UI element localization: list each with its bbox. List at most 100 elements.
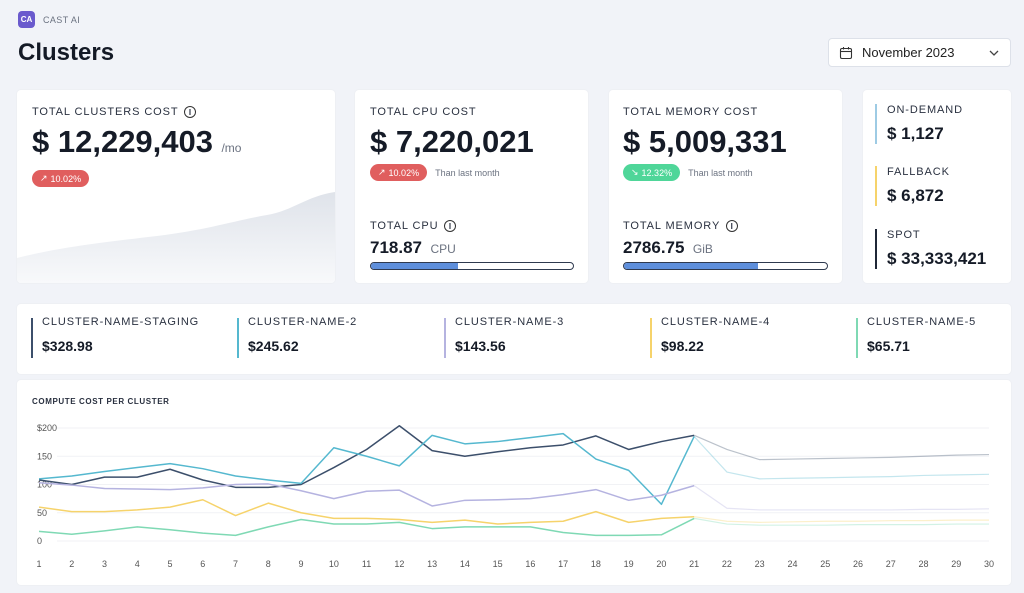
cluster-summary-strip: CLUSTER-NAME-STAGING $328.98 CLUSTER-NAM… (17, 304, 1011, 374)
x-tick-label: 25 (820, 559, 830, 569)
y-tick-label: 50 (37, 508, 47, 518)
brand: CA CAST AI (18, 11, 80, 28)
total-memory-label: TOTAL MEMORY i (623, 220, 739, 232)
total-memory-cost-card: TOTAL MEMORY COST $ 5,009,331 ↘ 12.32% T… (609, 90, 842, 283)
x-tick-label: 20 (656, 559, 666, 569)
brand-name: CAST AI (43, 14, 81, 25)
series-forecast-line-1 (693, 434, 990, 461)
series-forecast-line-3 (693, 485, 990, 511)
page-title: Clusters (18, 39, 115, 66)
memory-usage-progress (623, 262, 828, 270)
cluster-item-5[interactable]: CLUSTER-NAME-5 $65.71 (856, 316, 977, 358)
y-tick-label: $200 (37, 423, 57, 433)
cluster-cost: $328.98 (42, 338, 93, 354)
on-demand-value: $ 1,127 (887, 124, 944, 143)
cluster-name: CLUSTER-NAME-3 (455, 316, 565, 328)
arrow-down-right-icon: ↘ (631, 167, 639, 177)
compute-cost-chart-card: COMPUTE COST PER CLUSTER $200 150 100 50 0 1 2… (17, 380, 1011, 585)
x-tick-label: 19 (624, 559, 634, 569)
total-cpu-cost-card: TOTAL CPU COST $ 7,220,021 ↗ 10.02% Than… (355, 90, 588, 283)
cluster-item-4[interactable]: CLUSTER-NAME-4 $98.22 (650, 316, 771, 358)
cluster-color-bar (650, 318, 652, 358)
chevron-down-icon (989, 50, 999, 56)
total-cpu-cost-badge: ↗ 10.02% (370, 164, 428, 181)
pricing-split-card: ON-DEMAND $ 1,127 FALLBACK $ 6,872 SPOT … (863, 90, 1011, 283)
spot-color-bar (875, 229, 877, 269)
series-line-4[interactable] (38, 499, 695, 525)
x-tick-label: 16 (525, 559, 535, 569)
arrow-up-right-icon: ↗ (378, 167, 386, 177)
x-tick-label: 2 (69, 559, 74, 569)
cluster-color-bar (856, 318, 858, 358)
x-tick-label: 18 (591, 559, 601, 569)
cluster-item-staging[interactable]: CLUSTER-NAME-STAGING $328.98 (31, 316, 200, 358)
cluster-cost: $245.62 (248, 338, 299, 354)
cpu-usage-progress-fill (371, 263, 458, 269)
x-tick-label: 23 (755, 559, 765, 569)
y-tick-label: 0 (37, 536, 42, 546)
total-cpu-cost-badge-note: Than last month (435, 167, 500, 178)
x-tick-label: 29 (951, 559, 961, 569)
y-tick-label: 100 (37, 480, 52, 490)
total-cpu-unit: CPU (430, 242, 456, 256)
cast-ai-logo[interactable]: CA (18, 11, 35, 28)
total-cpu-cost-label: TOTAL CPU COST (370, 106, 477, 118)
cluster-item-2[interactable]: CLUSTER-NAME-2 $245.62 (237, 316, 358, 358)
date-picker[interactable]: November 2023 (828, 38, 1011, 67)
chart-title: COMPUTE COST PER CLUSTER (32, 397, 170, 406)
cluster-color-bar (237, 318, 239, 358)
fallback-value: $ 6,872 (887, 186, 944, 205)
x-tick-label: 14 (460, 559, 470, 569)
x-tick-label: 1 (36, 559, 41, 569)
series-forecast-line-5 (694, 517, 989, 526)
total-clusters-cost-unit: /mo (221, 141, 242, 155)
series-line-3[interactable] (38, 482, 695, 507)
info-icon[interactable]: i (726, 220, 739, 232)
total-clusters-cost-badge: ↗ 10.02% (32, 170, 90, 187)
x-tick-label: 6 (200, 559, 205, 569)
cluster-name: CLUSTER-NAME-2 (248, 316, 358, 328)
info-icon[interactable]: i (184, 106, 197, 118)
x-tick-label: 3 (102, 559, 107, 569)
series-line-2[interactable] (38, 432, 695, 506)
cluster-item-3[interactable]: CLUSTER-NAME-3 $143.56 (444, 316, 565, 358)
x-tick-label: 4 (135, 559, 140, 569)
total-clusters-cost-label: TOTAL CLUSTERS COST i (32, 106, 197, 118)
series-line-1[interactable] (38, 424, 695, 489)
cluster-name: CLUSTER-NAME-STAGING (42, 316, 200, 328)
total-clusters-cost-value-row: $ 12,229,403 /mo (32, 124, 241, 160)
split-fallback: FALLBACK $ 6,872 (875, 166, 950, 206)
x-tick-label: 5 (168, 559, 173, 569)
total-memory-cost-value: $ 5,009,331 (623, 124, 787, 159)
series-line-5[interactable] (38, 517, 695, 537)
x-tick-label: 30 (984, 559, 994, 569)
spot-value: $ 33,333,421 (887, 249, 987, 268)
cluster-name: CLUSTER-NAME-4 (661, 316, 771, 328)
x-tick-label: 9 (299, 559, 304, 569)
spot-label: SPOT (887, 229, 921, 241)
total-clusters-cost-value: $ 12,229,403 (32, 124, 214, 159)
x-tick-label: 10 (329, 559, 339, 569)
on-demand-label: ON-DEMAND (887, 104, 963, 116)
cluster-cost: $143.56 (455, 338, 506, 354)
x-tick-label: 26 (853, 559, 863, 569)
cluster-name: CLUSTER-NAME-5 (867, 316, 977, 328)
calendar-icon (839, 46, 853, 59)
y-tick-label: 150 (37, 451, 52, 461)
total-memory-unit: GiB (692, 242, 713, 256)
x-tick-label: 21 (689, 559, 699, 569)
x-tick-label: 22 (722, 559, 732, 569)
arrow-up-right-icon: ↗ (40, 173, 48, 183)
cluster-cost: $65.71 (867, 338, 910, 354)
x-tick-label: 15 (493, 559, 503, 569)
x-tick-label: 24 (787, 559, 797, 569)
on-demand-color-bar (875, 104, 877, 144)
series-forecast-line-2 (693, 436, 990, 480)
total-cpu-value: 718.87 (370, 238, 422, 257)
x-tick-label: 13 (427, 559, 437, 569)
series-forecast-line-4 (694, 516, 989, 523)
split-spot: SPOT $ 33,333,421 (875, 229, 986, 269)
x-tick-label: 7 (233, 559, 238, 569)
info-icon[interactable]: i (444, 220, 457, 232)
